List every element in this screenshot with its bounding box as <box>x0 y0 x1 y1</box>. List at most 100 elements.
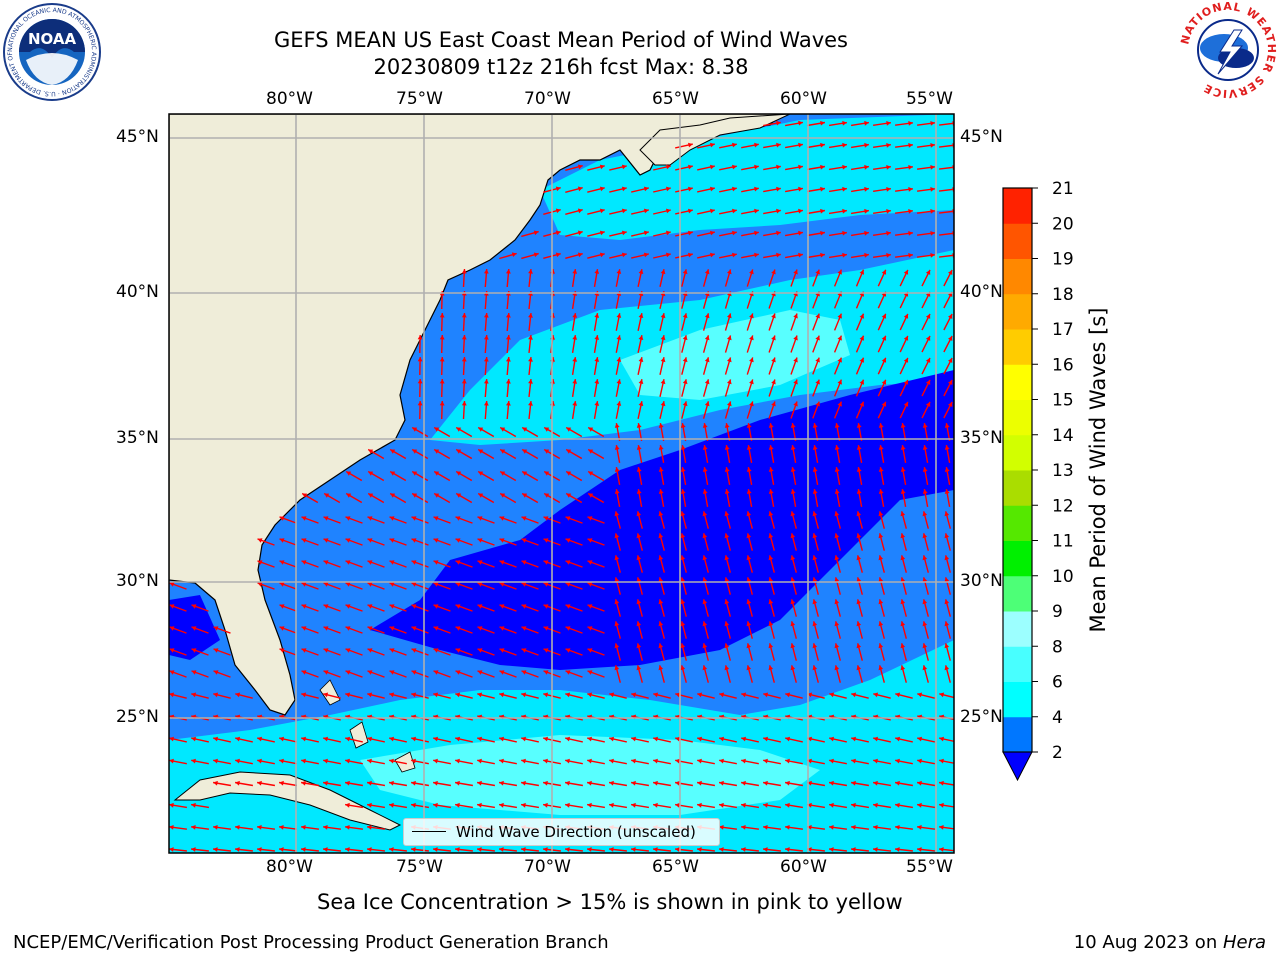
wind-arrow-head <box>367 560 373 565</box>
wind-arrow-head <box>710 164 715 170</box>
wind-arrow-head <box>587 847 592 852</box>
wind-arrow-head <box>389 780 394 786</box>
wind-arrow-head <box>433 582 439 587</box>
wind-arrow-head <box>939 692 945 698</box>
colorbar-segment <box>1003 716 1032 753</box>
lat-label-right-30n: 30°N <box>960 571 1003 591</box>
wind-arrow-head <box>881 401 887 407</box>
wind-arrow-head <box>521 692 527 698</box>
wind-arrow-head <box>367 582 373 587</box>
wind-arrow-head <box>719 847 724 852</box>
wind-arrow-head <box>702 467 708 472</box>
wind-arrow-head <box>704 401 710 407</box>
wind-arrow-head <box>682 379 688 385</box>
wind-arrow-head <box>577 230 583 236</box>
wind-arrow-head <box>834 577 840 583</box>
wind-arrow-head <box>543 670 549 675</box>
wind-arrow-head <box>746 599 752 605</box>
wind-arrow-head <box>878 467 884 472</box>
wind-arrow-head <box>798 120 803 126</box>
wind-arrow-head <box>702 511 708 517</box>
wind-arrow-head <box>864 230 869 236</box>
wind-arrow-head <box>812 555 818 561</box>
wind-arrow-head <box>680 533 686 539</box>
wind-arrow-head <box>680 621 686 627</box>
wind-arrow-head <box>768 665 774 671</box>
wind-arrow-head <box>616 357 622 362</box>
wind-arrow-head <box>856 467 862 472</box>
wind-arrow-head <box>614 423 620 428</box>
wind-arrow-head <box>643 208 649 214</box>
wind-arrow-head <box>389 516 395 521</box>
wind-arrow-head <box>660 401 666 407</box>
wind-arrow-head <box>565 648 571 653</box>
lon-label-bottom-55w: 55°W <box>906 857 953 877</box>
wind-arrow-head <box>499 560 505 565</box>
wind-arrow-head <box>411 692 417 698</box>
wind-arrow-head <box>746 643 752 649</box>
wind-arrow-head <box>522 427 528 432</box>
wind-arrow-head <box>917 692 923 698</box>
map-subtitle: 20230809 t12z 216h fcst Max: 8.38 <box>373 55 749 79</box>
colorbar-tick-label: 10 <box>1052 567 1074 587</box>
wind-arrow-head <box>820 164 825 170</box>
wind-arrow-head <box>881 379 887 385</box>
wind-arrow-head <box>903 379 909 385</box>
colorbar-tick-label: 9 <box>1052 602 1063 622</box>
wind-arrow-head <box>638 357 644 362</box>
wind-arrow-head <box>345 626 351 631</box>
wind-arrow-head <box>903 335 909 341</box>
wind-arrow-head <box>279 626 285 631</box>
wind-arrow-head <box>851 780 856 786</box>
wind-arrow-head <box>433 758 438 764</box>
wind-arrow-head <box>279 736 284 742</box>
wind-arrow-head <box>680 643 686 649</box>
wind-arrow-head <box>768 555 774 561</box>
wind-arrow-head <box>930 187 935 192</box>
wind-arrow-head <box>636 533 642 539</box>
wind-arrow-head <box>856 489 862 494</box>
wind-arrow-head <box>851 758 856 764</box>
colorbar-tick-label: 11 <box>1052 532 1074 552</box>
wind-arrow-head <box>922 643 928 649</box>
wind-arrow-head <box>588 471 594 476</box>
wind-arrow-head <box>323 692 329 698</box>
wind-arrow-head <box>834 533 840 539</box>
wind-arrow-head <box>614 445 620 450</box>
wind-arrow-head <box>594 401 600 406</box>
wind-arrow-head <box>815 379 820 385</box>
wind-arrow-head <box>812 533 818 539</box>
noaa-logo-text: NOAA <box>28 30 77 48</box>
wind-arrow-head <box>697 736 702 742</box>
wind-arrow-head <box>506 379 511 384</box>
wind-arrow-head <box>565 692 571 698</box>
wind-arrow-head <box>724 467 730 472</box>
wind-arrow-head <box>521 560 527 565</box>
wind-arrow-head <box>900 533 906 539</box>
wind-arrow-head <box>917 825 922 830</box>
wind-arrow-head <box>939 758 944 764</box>
wind-arrow-head <box>455 670 461 675</box>
wind-arrow-head <box>917 736 922 742</box>
wind-arrow-head <box>389 802 394 808</box>
wind-arrow-head <box>636 445 642 450</box>
wind-arrow-head <box>944 423 950 428</box>
wind-arrow-head <box>680 577 686 583</box>
wind-arrow-head <box>191 626 197 631</box>
wind-arrow-head <box>235 847 240 852</box>
wind-arrow-head <box>477 648 483 653</box>
wind-arrow-head <box>727 357 732 363</box>
wind-arrow-head <box>881 335 887 341</box>
wind-arrow-head <box>680 511 686 517</box>
wind-arrow-head <box>411 802 416 808</box>
footer-machine: Hera <box>1222 932 1266 953</box>
wind-arrow-head <box>749 357 754 363</box>
wind-arrow-head <box>864 252 869 258</box>
wind-arrow-head <box>500 449 506 454</box>
wind-arrow-head <box>812 467 818 472</box>
wind-arrow-head <box>900 489 906 494</box>
wind-arrow-head <box>543 538 549 543</box>
wind-arrow-head <box>587 780 592 786</box>
wind-arrow-head <box>878 643 884 649</box>
wind-arrow-head <box>793 379 798 385</box>
